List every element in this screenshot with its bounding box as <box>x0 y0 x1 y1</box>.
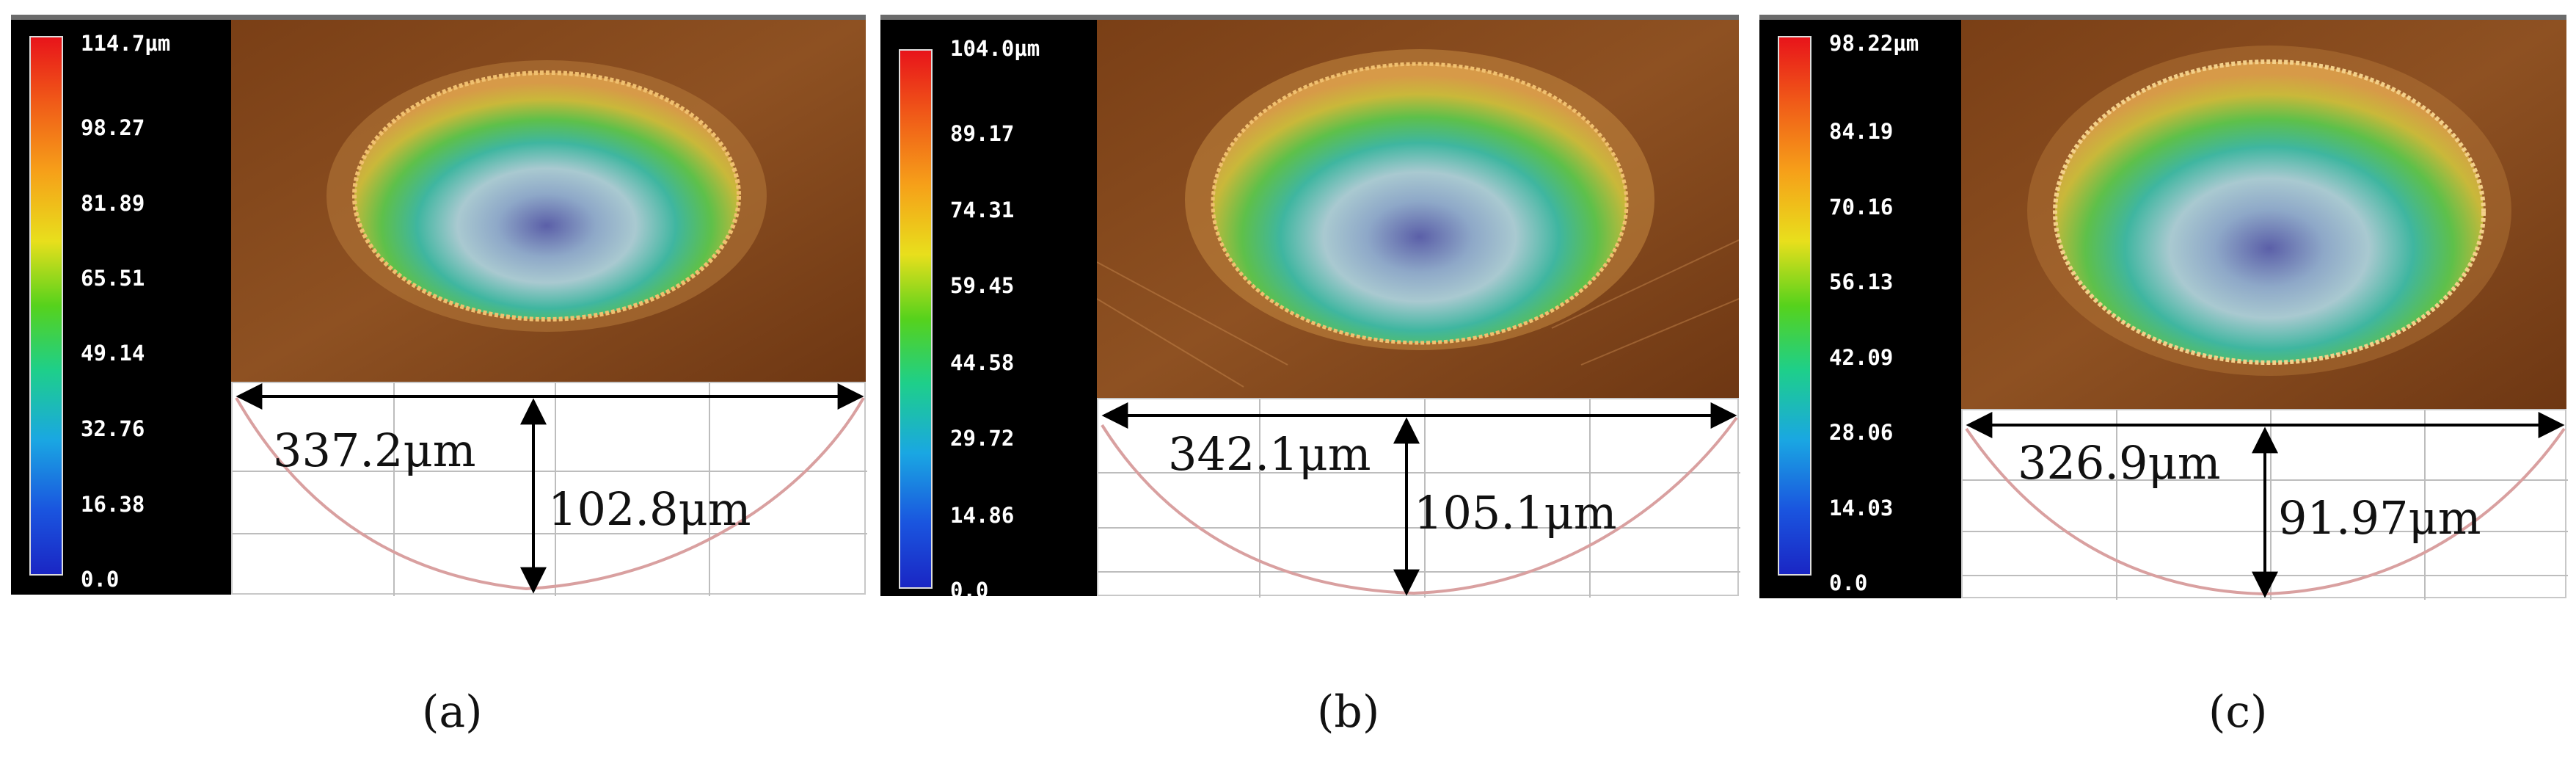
crater-topography-image <box>231 20 866 382</box>
width-measurement: 342.1μm <box>1168 427 1371 481</box>
scale-tick: 98.27 <box>81 115 145 140</box>
color-scale-legend: 98.22µm 84.19 70.16 56.13 42.09 28.06 14… <box>1759 20 1961 598</box>
depth-measurement: 91.97μm <box>2278 491 2481 545</box>
scale-tick: 49.14 <box>81 341 145 366</box>
scale-tick: 16.38 <box>81 492 145 517</box>
scale-tick: 56.13 <box>1829 269 1894 294</box>
scale-tick: 74.31 <box>950 197 1015 222</box>
depth-profile: 342.1μm 105.1μm <box>1097 398 1740 598</box>
color-scale-bar <box>1778 36 1811 576</box>
scale-tick: 59.45 <box>950 273 1015 298</box>
scale-tick: 70.16 <box>1829 195 1894 219</box>
scale-tick: 44.58 <box>950 350 1015 375</box>
caption-a: (a) <box>422 686 483 738</box>
scale-tick: 28.06 <box>1829 420 1894 445</box>
scale-tick: 104.0µm <box>950 36 1040 61</box>
color-scale-bar <box>899 49 933 589</box>
scale-tick: 98.22µm <box>1829 31 1919 56</box>
panel-a: 114.7µm 98.27 81.89 65.51 49.14 32.76 16… <box>11 15 867 596</box>
scale-tick: 81.89 <box>81 191 145 216</box>
scale-tick: 14.03 <box>1829 496 1894 520</box>
depth-profile: 326.9μm 91.97μm <box>1961 409 2568 600</box>
crater-topography-image <box>1961 20 2566 409</box>
scale-tick: 14.86 <box>950 503 1015 528</box>
depth-profile: 337.2μm 102.8μm <box>231 382 867 596</box>
scale-tick: 0.0 <box>81 567 120 592</box>
scale-tick: 65.51 <box>81 266 145 291</box>
scale-tick: 114.7µm <box>81 31 171 56</box>
scale-tick: 84.19 <box>1829 119 1894 144</box>
color-scale-legend: 104.0µm 89.17 74.31 59.45 44.58 29.72 14… <box>880 20 1097 603</box>
caption-b: (b) <box>1317 686 1380 738</box>
color-scale-legend: 114.7µm 98.27 81.89 65.51 49.14 32.76 16… <box>11 20 231 595</box>
panel-b: 104.0µm 89.17 74.31 59.45 44.58 29.72 14… <box>880 15 1740 603</box>
scale-tick: 32.76 <box>81 416 145 441</box>
width-measurement: 337.2μm <box>273 424 476 477</box>
panel-c: 98.22µm 84.19 70.16 56.13 42.09 28.06 14… <box>1759 15 2568 600</box>
panel-top-border <box>11 15 866 20</box>
caption-c: (c) <box>2208 686 2268 738</box>
width-measurement: 326.9μm <box>2018 436 2221 490</box>
crater-topography-image <box>1097 20 1739 398</box>
panel-top-border <box>880 15 1739 20</box>
scale-tick: 42.09 <box>1829 345 1894 370</box>
depth-measurement: 102.8μm <box>548 482 751 536</box>
scale-tick: 0.0 <box>1829 570 1868 595</box>
scale-tick: 89.17 <box>950 121 1015 146</box>
panel-top-border <box>1759 15 2566 20</box>
scale-tick: 0.0 <box>950 578 989 603</box>
color-scale-bar <box>29 36 63 576</box>
scale-tick: 29.72 <box>950 426 1015 451</box>
depth-measurement: 105.1μm <box>1414 486 1617 540</box>
